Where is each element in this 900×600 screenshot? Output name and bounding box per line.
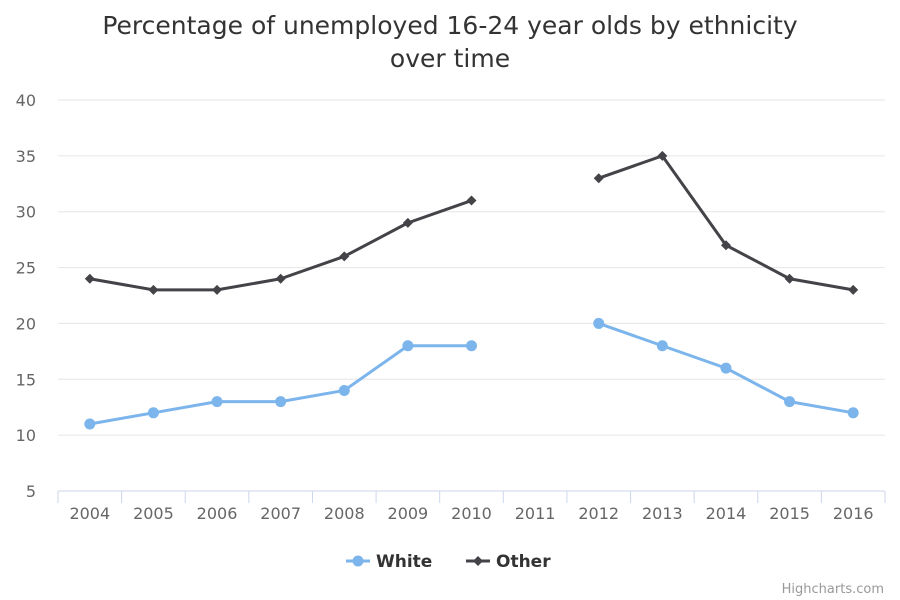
y-tick-label: 25 [16, 259, 36, 278]
data-point-marker [84, 418, 96, 430]
y-axis: 5 10 15 20 25 30 35 40 [16, 91, 36, 501]
chart-title-line-2: over time [389, 44, 511, 73]
x-tick-label: 2004 [69, 504, 110, 523]
x-tick-label: 2010 [451, 504, 492, 523]
data-point-marker [784, 396, 796, 408]
data-point-marker [275, 273, 286, 284]
x-tick-label: 2006 [197, 504, 238, 523]
y-tick-label: 15 [16, 370, 36, 389]
x-tick-label: 2015 [769, 504, 810, 523]
x-tick-label: 2007 [260, 504, 301, 523]
series-white [84, 317, 859, 430]
data-point-marker [656, 340, 668, 352]
legend-marker-icon [473, 556, 483, 566]
data-point-marker [593, 317, 605, 329]
x-tick-label: 2008 [324, 504, 365, 523]
legend-item-other[interactable]: Other [466, 552, 551, 572]
y-tick-label: 5 [26, 482, 36, 501]
data-point-marker [657, 150, 668, 161]
data-point-marker [593, 173, 604, 184]
series-line [597, 154, 855, 292]
legend-item-white[interactable]: White [346, 552, 432, 572]
y-tick-label: 20 [16, 314, 36, 333]
credits-link[interactable]: Highcharts.com [782, 582, 884, 597]
grid-lines [58, 99, 885, 436]
data-point-marker [212, 284, 223, 295]
legend-label: White [376, 552, 432, 572]
data-point-marker [339, 251, 350, 262]
data-point-marker [402, 217, 413, 228]
x-tick-label: 2014 [706, 504, 747, 523]
y-tick-label: 35 [16, 147, 36, 166]
x-axis: 2004 2005 2006 2007 2008 2009 2010 2011 2012 2013… [57, 490, 886, 523]
x-tick-label: 2013 [642, 504, 683, 523]
legend-marker-icon [352, 555, 364, 567]
x-tick-label: 2005 [133, 504, 174, 523]
x-tick-label: 2011 [515, 504, 556, 523]
y-tick-label: 40 [16, 91, 36, 110]
y-tick-label: 10 [16, 426, 36, 445]
chart-title-line-1: Percentage of unemployed 16-24 year olds… [102, 11, 798, 40]
data-point-marker [720, 362, 732, 374]
data-point-marker [720, 240, 731, 251]
data-point-marker [211, 396, 223, 408]
x-tick-label: 2009 [388, 504, 429, 523]
data-point-marker [147, 407, 159, 419]
legend-label: Other [496, 552, 551, 572]
data-point-marker [148, 284, 159, 295]
data-point-marker [402, 340, 414, 352]
x-tick-label: 2012 [578, 504, 619, 523]
y-tick-label: 30 [16, 203, 36, 222]
data-point-marker [848, 284, 859, 295]
data-point-marker [466, 195, 477, 206]
data-point-marker [847, 407, 859, 419]
chart-title: Percentage of unemployed 16-24 year olds… [0, 9, 900, 75]
data-point-marker [84, 273, 95, 284]
data-point-marker [466, 340, 477, 352]
series-line [88, 344, 473, 426]
legend: White Other [346, 552, 551, 572]
series-other [84, 150, 859, 295]
series-group [84, 150, 859, 430]
data-point-marker [275, 396, 287, 408]
data-point-marker [784, 273, 795, 284]
data-point-marker [338, 384, 350, 396]
x-tick-label: 2016 [833, 504, 874, 523]
